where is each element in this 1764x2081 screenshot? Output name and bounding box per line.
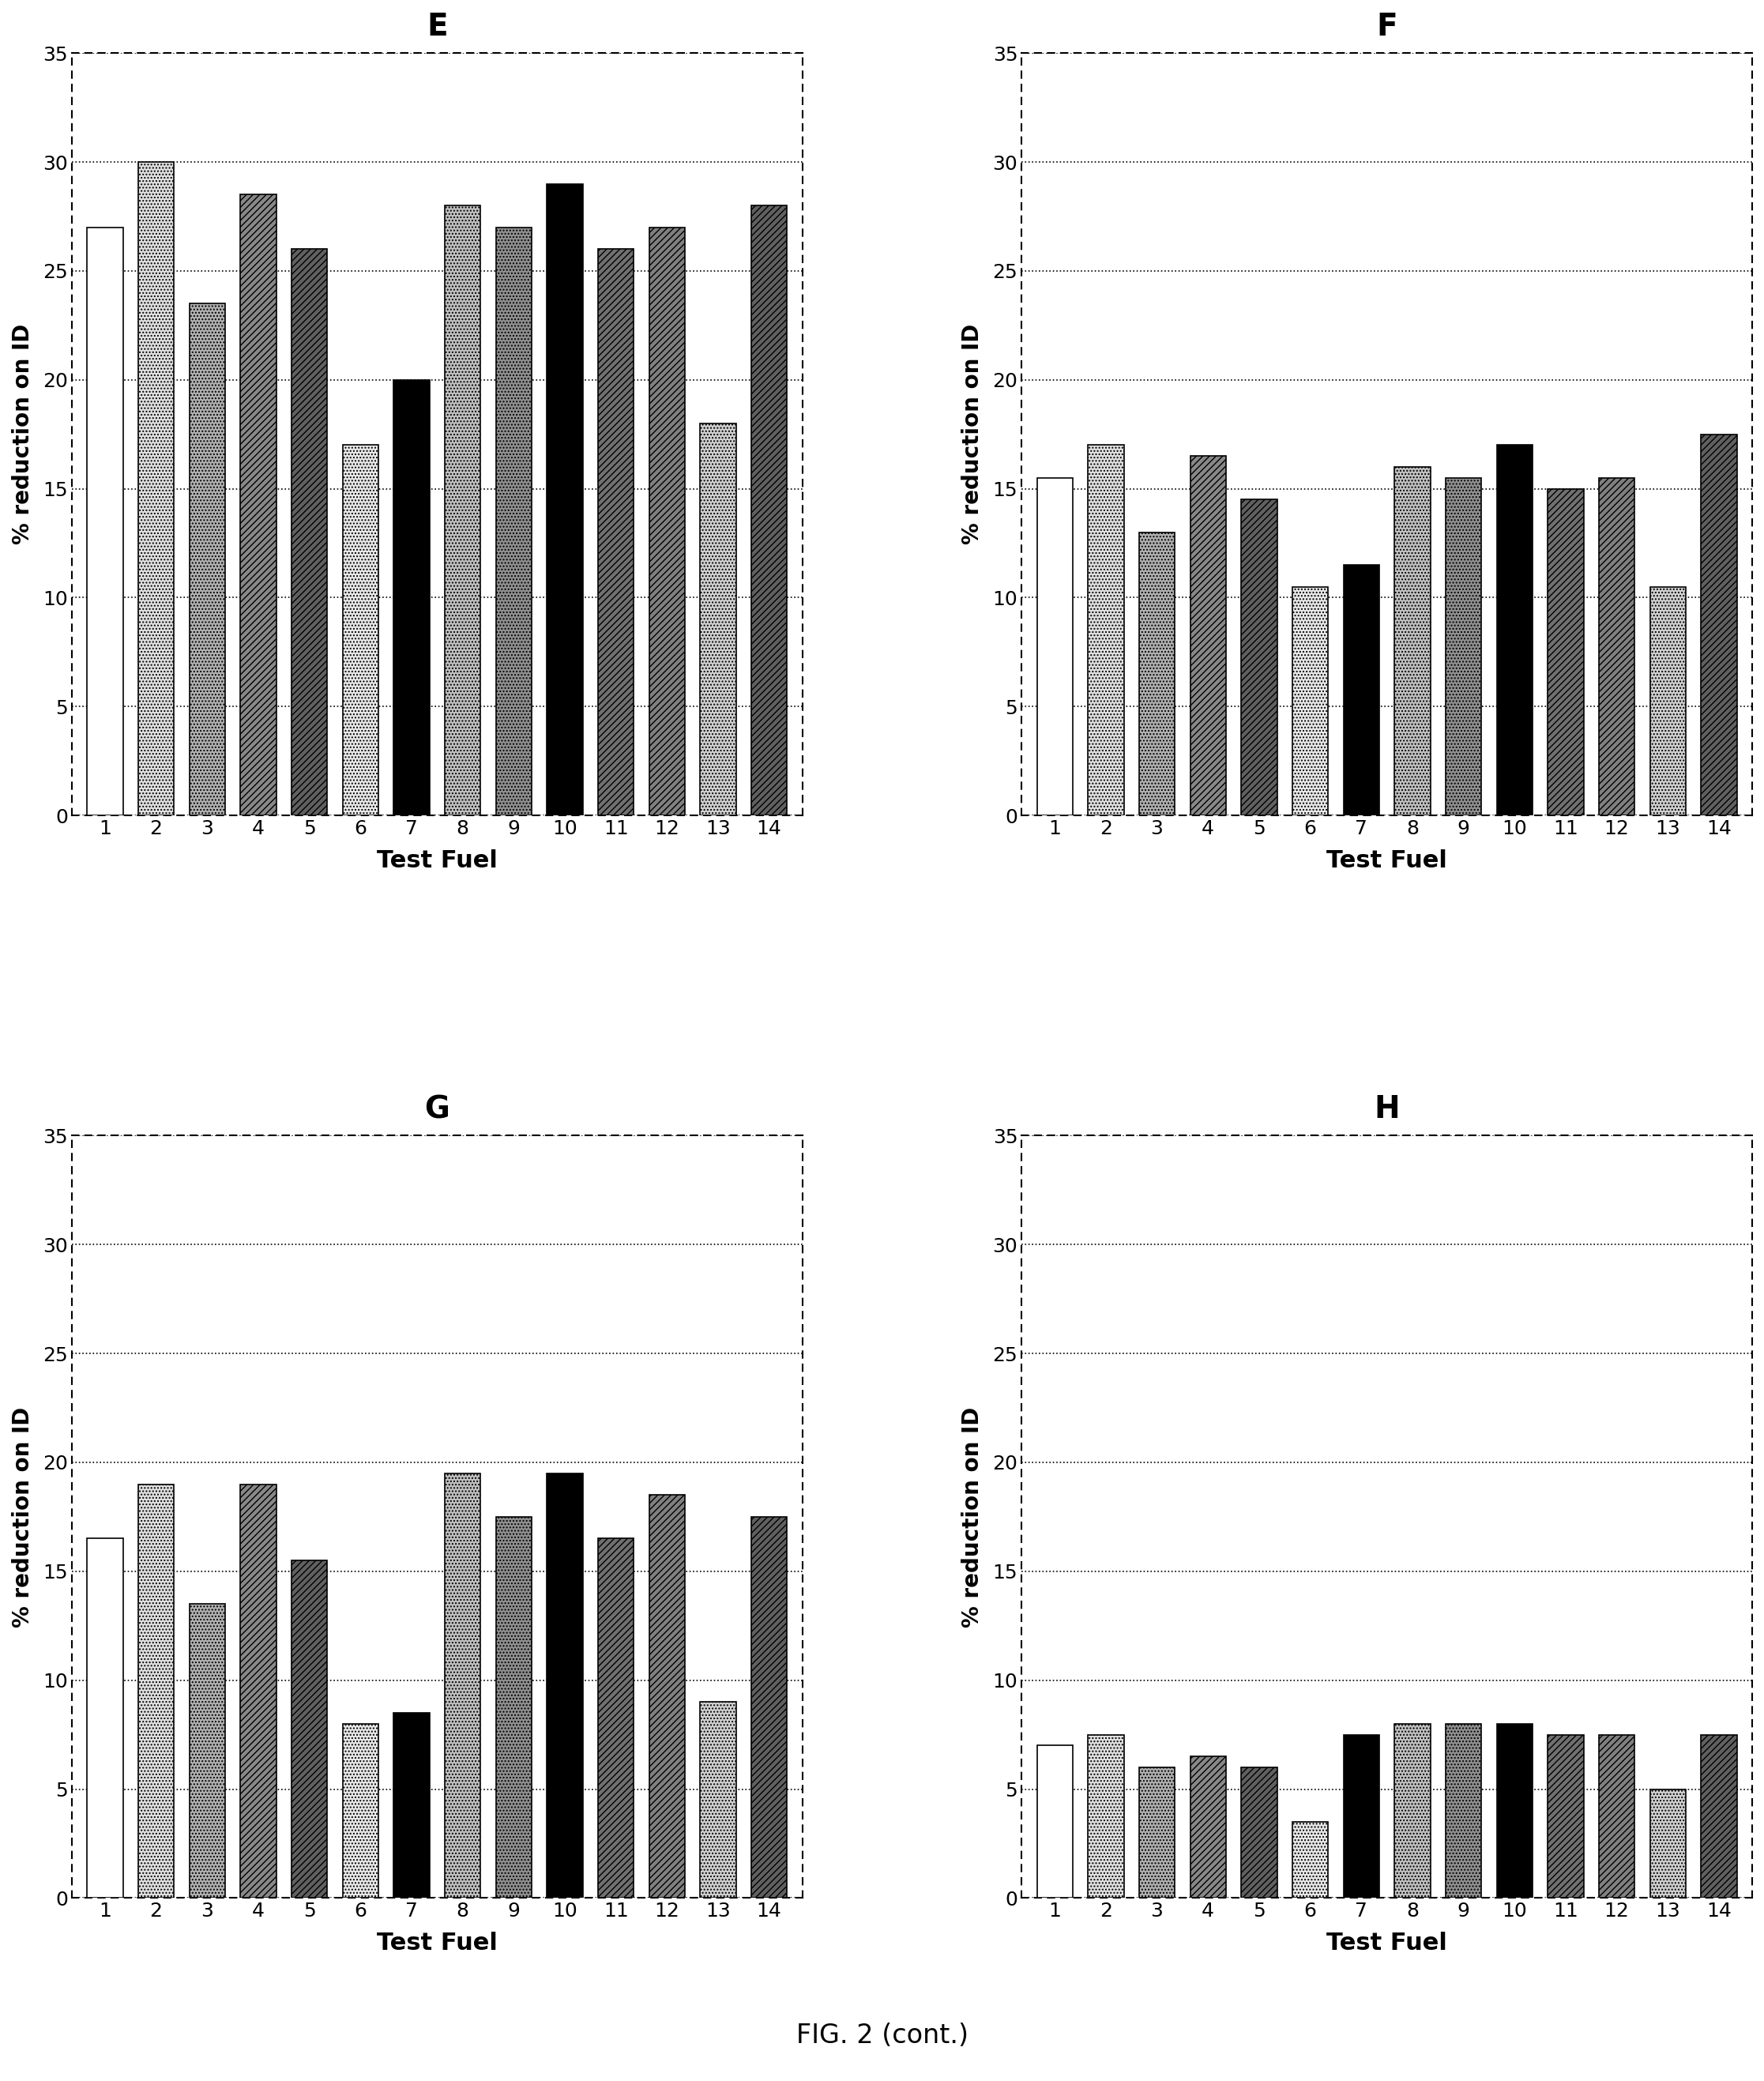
Bar bbox=[1547, 489, 1584, 816]
X-axis label: Test Fuel: Test Fuel bbox=[1327, 1931, 1446, 1954]
Bar bbox=[86, 227, 123, 816]
Bar bbox=[1088, 445, 1124, 816]
Bar bbox=[1547, 1736, 1584, 1898]
Bar bbox=[240, 1484, 277, 1898]
Bar bbox=[138, 1484, 175, 1898]
Bar bbox=[1293, 587, 1328, 816]
Bar bbox=[291, 1561, 326, 1898]
Title: G: G bbox=[425, 1095, 450, 1124]
Bar bbox=[445, 206, 480, 816]
Title: E: E bbox=[427, 12, 448, 42]
Y-axis label: % reduction on ID: % reduction on ID bbox=[12, 325, 34, 545]
Y-axis label: % reduction on ID: % reduction on ID bbox=[961, 325, 984, 545]
Bar bbox=[342, 1723, 377, 1898]
Bar bbox=[1037, 1746, 1073, 1898]
Text: FIG. 2 (cont.): FIG. 2 (cont.) bbox=[796, 2023, 968, 2048]
Bar bbox=[700, 422, 736, 816]
Title: F: F bbox=[1376, 12, 1397, 42]
Bar bbox=[1395, 1723, 1431, 1898]
Bar bbox=[138, 162, 175, 816]
Bar bbox=[700, 1702, 736, 1898]
Bar bbox=[1344, 564, 1379, 816]
Bar bbox=[496, 227, 531, 816]
Bar bbox=[1242, 499, 1277, 816]
Bar bbox=[1191, 456, 1226, 816]
Bar bbox=[342, 445, 377, 816]
Bar bbox=[1649, 1790, 1686, 1898]
Bar bbox=[86, 1538, 123, 1898]
Bar bbox=[649, 1494, 684, 1898]
Bar bbox=[598, 1538, 633, 1898]
X-axis label: Test Fuel: Test Fuel bbox=[1327, 849, 1446, 872]
Bar bbox=[1191, 1756, 1226, 1898]
Bar bbox=[547, 1473, 582, 1898]
Bar bbox=[1496, 1723, 1533, 1898]
Bar bbox=[598, 250, 633, 816]
Bar bbox=[1649, 587, 1686, 816]
Bar bbox=[291, 250, 326, 816]
Bar bbox=[1140, 1767, 1175, 1898]
Bar bbox=[1496, 445, 1533, 816]
Bar bbox=[1700, 435, 1738, 816]
Bar bbox=[1293, 1821, 1328, 1898]
Bar bbox=[1446, 1723, 1482, 1898]
Bar bbox=[240, 196, 277, 816]
X-axis label: Test Fuel: Test Fuel bbox=[377, 849, 497, 872]
Bar bbox=[1037, 479, 1073, 816]
Bar bbox=[1598, 479, 1635, 816]
Y-axis label: % reduction on ID: % reduction on ID bbox=[12, 1407, 34, 1627]
Bar bbox=[1700, 1736, 1738, 1898]
Bar bbox=[1344, 1736, 1379, 1898]
Bar bbox=[189, 304, 226, 816]
Bar bbox=[1242, 1767, 1277, 1898]
Bar bbox=[751, 206, 787, 816]
Bar bbox=[751, 1517, 787, 1898]
Bar bbox=[393, 1713, 429, 1898]
Bar bbox=[649, 227, 684, 816]
Bar bbox=[1140, 533, 1175, 816]
Bar bbox=[496, 1517, 531, 1898]
Bar bbox=[547, 183, 582, 816]
Bar bbox=[1598, 1736, 1635, 1898]
Bar bbox=[1395, 466, 1431, 816]
Bar bbox=[393, 381, 429, 816]
Bar bbox=[1088, 1736, 1124, 1898]
Bar bbox=[445, 1473, 480, 1898]
Bar bbox=[189, 1604, 226, 1898]
Bar bbox=[1446, 479, 1482, 816]
Y-axis label: % reduction on ID: % reduction on ID bbox=[961, 1407, 984, 1627]
Title: H: H bbox=[1374, 1095, 1401, 1124]
X-axis label: Test Fuel: Test Fuel bbox=[377, 1931, 497, 1954]
